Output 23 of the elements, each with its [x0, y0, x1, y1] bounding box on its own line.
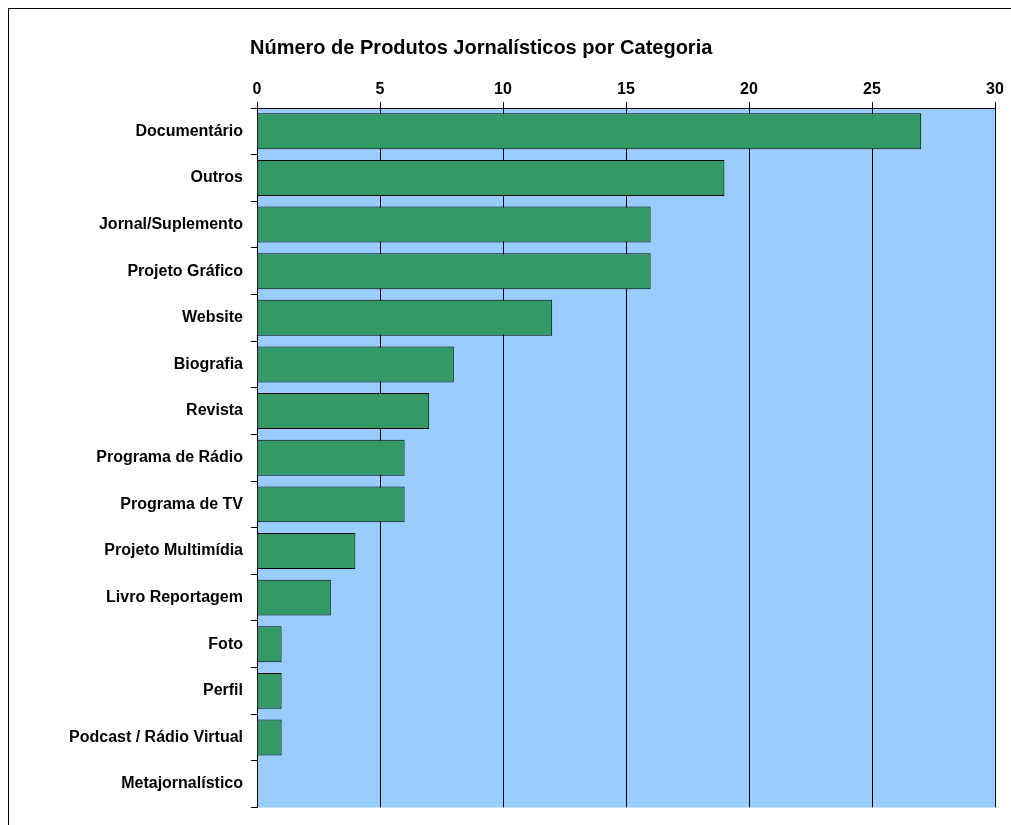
x-tick-label: 25	[863, 79, 881, 97]
chart-title: Número de Produtos Jornalísticos por Categoria	[250, 36, 713, 59]
x-tick-label: 5	[375, 79, 385, 97]
y-tick-label: Documentário	[135, 121, 244, 139]
y-tick-label: Biografia	[173, 354, 244, 372]
y-tick-label: Podcast / Rádio Virtual	[69, 727, 243, 745]
y-tick-label: Programa de Rádio	[96, 448, 244, 466]
y-tick-label: Projeto Gráfico	[127, 261, 244, 279]
y-tick-label: Livro Reportagem	[106, 587, 243, 605]
x-tick-label: 0	[252, 79, 262, 97]
y-tick-label: Outros	[190, 168, 244, 186]
y-tick-label: Foto	[208, 634, 244, 652]
y-tick-label: Programa de TV	[120, 494, 244, 512]
x-tick-label: 10	[494, 79, 512, 97]
y-tick-label: Website	[181, 308, 244, 326]
y-tick-label: Jornal/Suplemento	[98, 214, 244, 232]
y-tick-label: Metajornalístico	[121, 774, 244, 792]
x-tick-label: 15	[617, 79, 635, 97]
y-tick-label: Perfil	[202, 681, 243, 699]
x-tick-label: 20	[740, 79, 758, 97]
x-tick-label: 30	[986, 79, 1004, 97]
y-tick-label: Projeto Multimídia	[104, 541, 244, 559]
y-tick-label: Revista	[186, 401, 244, 419]
